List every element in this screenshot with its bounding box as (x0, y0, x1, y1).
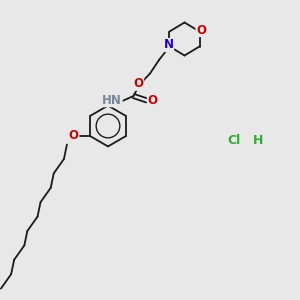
Text: O: O (147, 94, 158, 107)
Text: HN: HN (102, 94, 122, 107)
Text: O: O (69, 128, 79, 142)
Text: N: N (164, 38, 174, 52)
Text: H: H (253, 134, 263, 148)
Text: Cl: Cl (227, 134, 241, 148)
Text: O: O (196, 23, 206, 37)
Text: O: O (134, 77, 144, 90)
